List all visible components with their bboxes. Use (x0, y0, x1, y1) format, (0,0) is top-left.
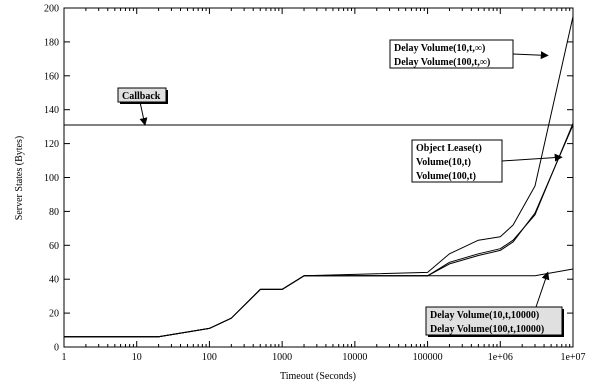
y-tick-label: 80 (49, 207, 59, 218)
annotation-arrow (501, 153, 563, 162)
y-tick-label: 60 (49, 241, 59, 252)
series-layer (64, 16, 574, 338)
y-tick-label: 20 (49, 309, 59, 320)
y-tick-label: 0 (54, 343, 59, 354)
y-tick-label: 100 (44, 173, 59, 184)
y-tick-label: 120 (44, 139, 59, 150)
x-tick-label: 1e+06 (488, 352, 513, 363)
x-tick-label: 1 (62, 352, 67, 363)
annotation-1: Callback (117, 87, 168, 126)
annotation-arrow (139, 101, 148, 126)
annotation-text: Volume(100,t) (416, 171, 476, 182)
y-tick-label: 40 (49, 275, 59, 286)
x-tick-label: 100000 (413, 352, 443, 363)
x-tick-label: 10000 (342, 352, 367, 363)
annotation-4: Delay Volume(10,t,10000) Delay Volume(100… (425, 271, 564, 337)
annotation-text: Delay Volume(10,t,10000) (430, 310, 539, 321)
annotation-arrow (512, 51, 549, 60)
y-tick-label: 180 (44, 37, 59, 48)
annotation-arrow (535, 271, 550, 308)
x-axis-ticks: 1 10 100 1000 10000 100000 1e+06 1e+07 (62, 8, 586, 363)
annotation-box (117, 87, 167, 103)
annotation-text: Delay Volume(100,t,∞) (394, 57, 490, 68)
x-tick-label: 10 (132, 352, 142, 363)
annotation-box (411, 139, 503, 183)
x-tick-label: 100 (202, 352, 217, 363)
annotation-2: Delay Volume(10,t,∞) Delay Volume(100,t,∞… (389, 39, 549, 69)
annotation-3: Object Lease(t) Volume(10,t) Volume(100,t) (411, 139, 563, 183)
x-axis-label: Timeout (Seconds) (280, 371, 356, 382)
annotation-text: Delay Volume(100,t,10000) (430, 324, 544, 335)
y-tick-label: 160 (44, 71, 59, 82)
y-tick-label: 140 (44, 105, 59, 116)
x-tick-label: 1e+07 (560, 352, 585, 363)
annotation-text: Object Lease(t) (416, 143, 482, 154)
annotation-box (425, 306, 563, 336)
annotation-text: Delay Volume(10,t,∞) (394, 43, 485, 54)
annotation-text: Callback (122, 91, 161, 102)
series-line-5 (64, 268, 574, 338)
y-tick-label: 200 (44, 4, 59, 15)
y-axis-label: Server States (Bytes) (14, 136, 25, 220)
y-axis-ticks: 0 20 40 60 80 100 120 140 160 180 200 (44, 4, 573, 354)
annotation-text: Volume(10,t) (416, 157, 471, 168)
x-tick-label: 1000 (272, 352, 292, 363)
